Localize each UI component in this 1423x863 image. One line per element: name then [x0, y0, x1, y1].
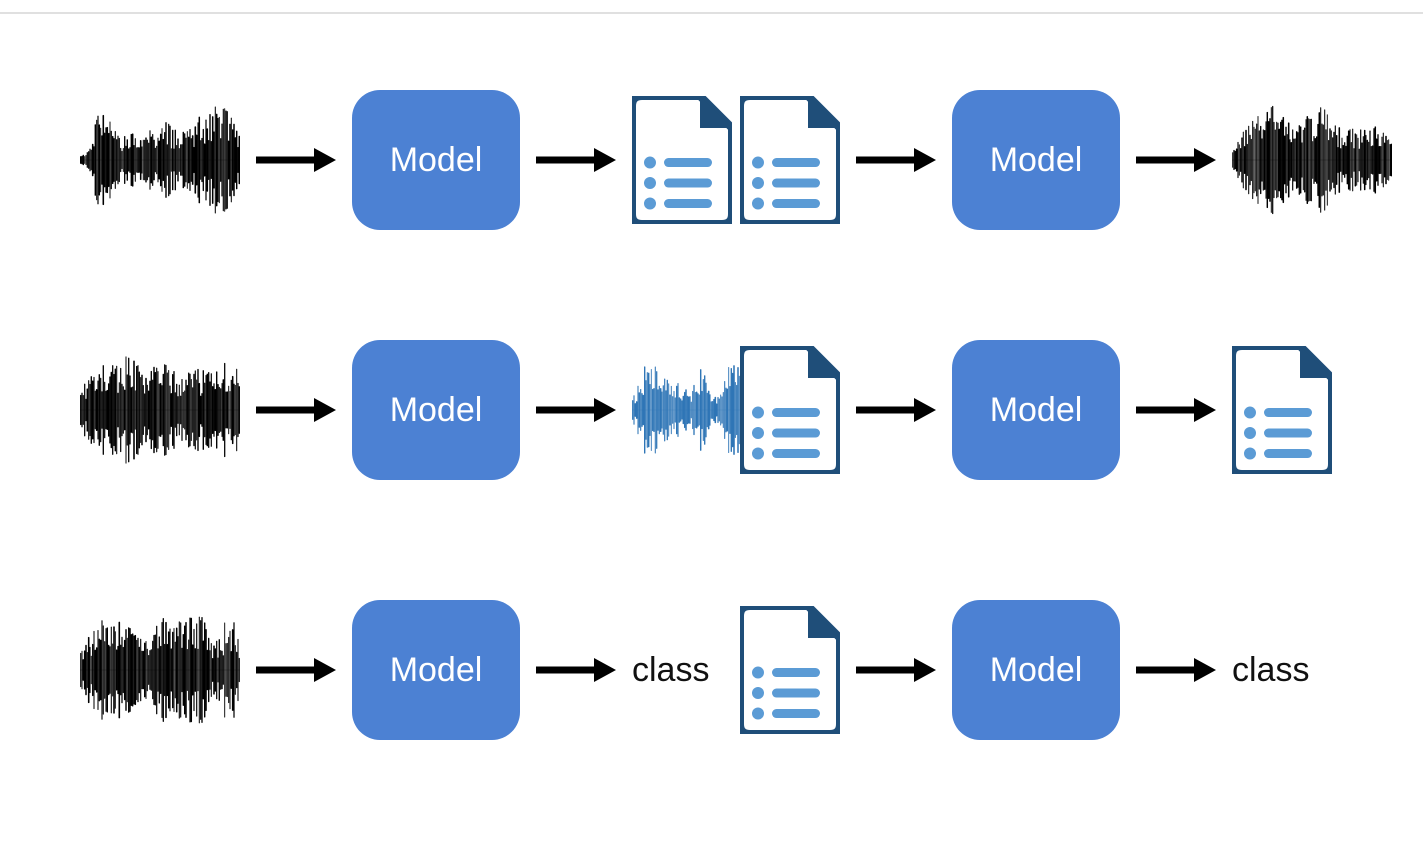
- waveform-icon: [1232, 105, 1392, 215]
- arrow-icon: [856, 140, 936, 180]
- document-icon: [740, 606, 840, 734]
- arrow-icon: [256, 650, 336, 690]
- arrow-icon: [1136, 650, 1216, 690]
- model-label: Model: [990, 651, 1083, 690]
- class-label: class: [1232, 651, 1309, 690]
- waveform-icon: [80, 615, 240, 725]
- pipeline-row: Model class: [80, 590, 709, 750]
- model-box: Model: [952, 340, 1120, 480]
- arrow-icon: [856, 390, 936, 430]
- arrow-icon: [256, 140, 336, 180]
- pipeline-row: Model: [740, 80, 1392, 240]
- arrow-icon: [1136, 140, 1216, 180]
- document-icon: [740, 346, 840, 474]
- model-label: Model: [390, 141, 483, 180]
- pipeline-row: Model class: [740, 590, 1309, 750]
- arrow-icon: [536, 390, 616, 430]
- arrow-icon: [536, 650, 616, 690]
- waveform-icon: [80, 105, 240, 215]
- waveform-icon: [80, 355, 240, 465]
- model-box: Model: [352, 600, 520, 740]
- model-box: Model: [952, 90, 1120, 230]
- document-icon: [740, 96, 840, 224]
- model-box: Model: [352, 90, 520, 230]
- model-label: Model: [390, 651, 483, 690]
- model-label: Model: [990, 391, 1083, 430]
- arrow-icon: [1136, 390, 1216, 430]
- class-label: class: [632, 651, 709, 690]
- arrow-icon: [536, 140, 616, 180]
- pipeline-row: Model: [740, 330, 1332, 490]
- divider-rule: [0, 12, 1423, 14]
- model-box: Model: [952, 600, 1120, 740]
- document-icon: [1232, 346, 1332, 474]
- pipeline-row: Model: [80, 80, 732, 240]
- arrow-icon: [856, 650, 936, 690]
- model-box: Model: [352, 340, 520, 480]
- model-label: Model: [990, 141, 1083, 180]
- model-label: Model: [390, 391, 483, 430]
- arrow-icon: [256, 390, 336, 430]
- document-icon: [632, 96, 732, 224]
- pipeline-row: Model: [80, 330, 792, 490]
